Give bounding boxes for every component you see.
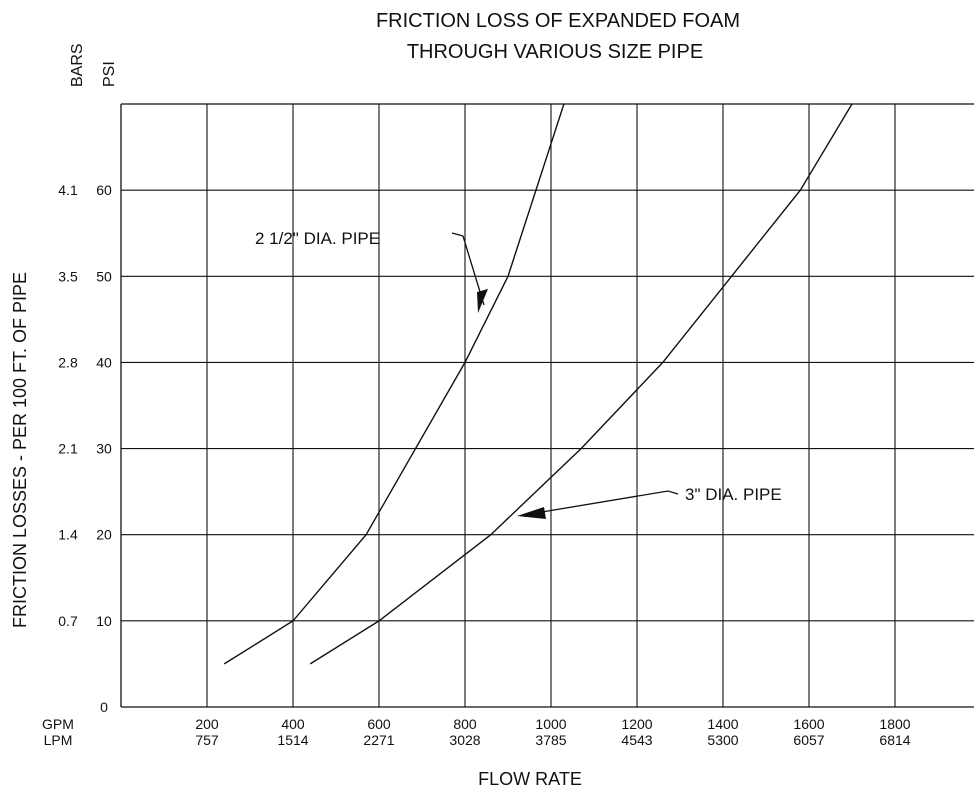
y-tick-label-psi: 40 bbox=[96, 354, 112, 370]
x-tick-label-gpm: 400 bbox=[281, 716, 305, 732]
y-tick-label-psi: 60 bbox=[96, 182, 112, 198]
chart-title-line2: THROUGH VARIOUS SIZE PIPE bbox=[407, 41, 703, 63]
x-tick-label-lpm: 1514 bbox=[277, 732, 308, 748]
x-tick-label-lpm: 3028 bbox=[449, 732, 480, 748]
x-tick-label-lpm: 6814 bbox=[879, 732, 910, 748]
y-tick-label-psi: 30 bbox=[96, 441, 112, 457]
x-tick-label-gpm: 1200 bbox=[621, 716, 652, 732]
x-tick-label-gpm: 600 bbox=[367, 716, 391, 732]
x-tick-label-lpm: 6057 bbox=[793, 732, 824, 748]
x-tick-label-lpm: 2271 bbox=[363, 732, 394, 748]
x-tick-label-gpm: 800 bbox=[453, 716, 477, 732]
series-pointer-3in bbox=[541, 490, 679, 513]
series-line-2-5in-pipe bbox=[223, 104, 565, 665]
x-tick-label-gpm: 1600 bbox=[793, 716, 824, 732]
series-pointer-2-5in bbox=[451, 232, 485, 306]
y-tick-label-psi: 20 bbox=[96, 527, 112, 543]
x-axis-label: FLOW RATE bbox=[478, 769, 582, 789]
x-tick-label-gpm: 1400 bbox=[707, 716, 738, 732]
y-tick-label-psi: 10 bbox=[96, 613, 112, 629]
y-unit-psi: PSI bbox=[101, 61, 118, 87]
y-tick-label-psi: 50 bbox=[96, 268, 112, 284]
y-tick-label-bars: 2.8 bbox=[58, 354, 78, 370]
series-line-3in-pipe bbox=[309, 104, 853, 665]
y-tick-label-bars: 0.7 bbox=[58, 613, 78, 629]
x-tick-label-gpm: 1000 bbox=[535, 716, 566, 732]
series-arrowhead-3in bbox=[517, 507, 546, 519]
y-tick-label-psi: 0 bbox=[100, 699, 108, 715]
y-tick-label-bars: 1.4 bbox=[58, 527, 78, 543]
series-label-2-5in: 2 1/2" DIA. PIPE bbox=[255, 229, 380, 248]
x-unit-lpm: LPM bbox=[44, 732, 73, 748]
x-tick-label-gpm: 200 bbox=[195, 716, 219, 732]
y-unit-bars: BARS bbox=[69, 43, 86, 87]
chart-title-line1: FRICTION LOSS OF EXPANDED FOAM bbox=[376, 10, 740, 32]
x-tick-label-gpm: 1800 bbox=[879, 716, 910, 732]
series-label-3in: 3" DIA. PIPE bbox=[685, 485, 782, 504]
x-tick-label-lpm: 4543 bbox=[621, 732, 652, 748]
x-unit-gpm: GPM bbox=[42, 716, 74, 732]
x-tick-label-lpm: 3785 bbox=[535, 732, 566, 748]
y-tick-label-bars: 4.1 bbox=[58, 182, 78, 198]
x-tick-label-lpm: 757 bbox=[195, 732, 219, 748]
y-tick-label-bars: 3.5 bbox=[58, 268, 78, 284]
y-tick-label-bars: 2.1 bbox=[58, 441, 78, 457]
x-tick-label-lpm: 5300 bbox=[707, 732, 738, 748]
y-axis-label: FRICTION LOSSES - PER 100 FT. OF PIPE bbox=[10, 272, 30, 628]
series-arrowhead-2-5in bbox=[477, 289, 488, 313]
